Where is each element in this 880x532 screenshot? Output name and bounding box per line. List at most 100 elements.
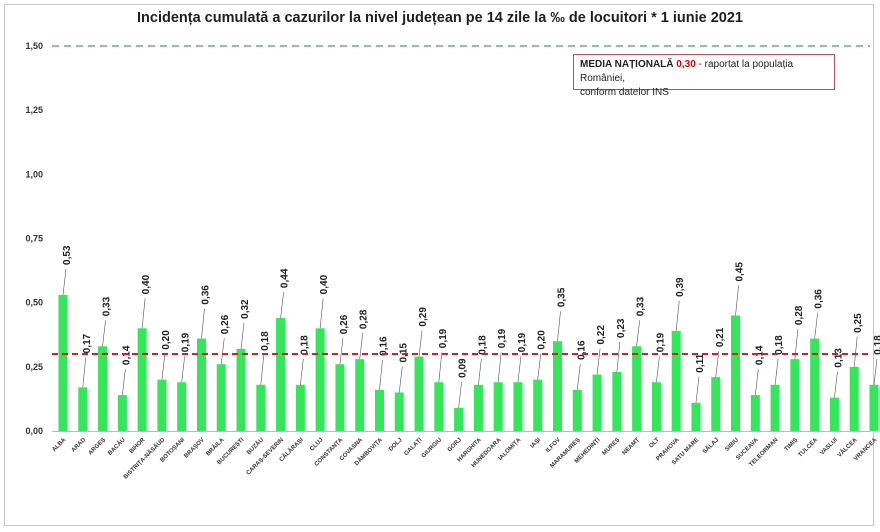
bar bbox=[315, 328, 325, 431]
data-label: 0,26 bbox=[220, 314, 231, 334]
data-label: 0,22 bbox=[596, 325, 607, 345]
data-label-leader bbox=[300, 358, 304, 385]
bar bbox=[117, 395, 127, 431]
data-label-leader bbox=[240, 322, 245, 349]
data-label-leader bbox=[102, 320, 106, 347]
data-label-leader bbox=[82, 357, 87, 388]
bar bbox=[414, 356, 424, 431]
y-tick-label: 0,00 bbox=[25, 426, 43, 436]
data-label-leader bbox=[596, 348, 601, 375]
data-label: 0,29 bbox=[418, 307, 429, 327]
data-label: 0,20 bbox=[537, 330, 548, 350]
data-label-leader bbox=[359, 333, 364, 360]
data-label-leader bbox=[418, 330, 423, 357]
chart-frame bbox=[4, 4, 874, 526]
data-label: 0,18 bbox=[260, 331, 271, 351]
bar bbox=[810, 338, 820, 431]
bar bbox=[196, 338, 206, 431]
data-label: 0,18 bbox=[774, 335, 785, 355]
bar bbox=[335, 364, 345, 431]
bar bbox=[473, 384, 483, 431]
category-label: SĂLAJ bbox=[701, 436, 720, 455]
bar bbox=[770, 384, 780, 431]
data-label: 0,35 bbox=[557, 287, 568, 307]
bar bbox=[177, 382, 187, 431]
data-label-leader bbox=[62, 268, 67, 296]
data-label-leader bbox=[201, 308, 205, 339]
bar bbox=[276, 318, 286, 431]
data-label-leader bbox=[379, 359, 383, 390]
data-label: 0,16 bbox=[576, 340, 587, 360]
bar bbox=[691, 402, 701, 431]
data-label-leader bbox=[497, 352, 502, 383]
bar bbox=[572, 389, 582, 431]
data-label-leader bbox=[438, 352, 443, 383]
data-label: 0,18 bbox=[299, 335, 310, 355]
category-label: GIURGIU bbox=[421, 437, 443, 459]
data-label: 0,53 bbox=[62, 245, 73, 265]
bar bbox=[58, 294, 68, 431]
data-label: 0,15 bbox=[398, 343, 409, 363]
category-label: ILFOV bbox=[545, 437, 562, 454]
national-average-line1: MEDIA NAȚIONALĂ 0,30 - raportat la popul… bbox=[580, 58, 828, 86]
data-label: 0,18 bbox=[477, 335, 488, 355]
national-average-text2: conform datelor INS bbox=[580, 87, 669, 98]
data-label: 0,14 bbox=[121, 345, 132, 365]
data-label: 0,45 bbox=[735, 262, 746, 282]
data-label: 0,09 bbox=[458, 358, 469, 378]
bar bbox=[256, 384, 266, 431]
category-label: DOLJ bbox=[388, 437, 404, 453]
data-label: 0,28 bbox=[359, 309, 370, 329]
bar bbox=[612, 371, 622, 431]
data-label-leader bbox=[398, 366, 403, 393]
category-label: GORJ bbox=[447, 437, 463, 453]
data-label-leader bbox=[755, 369, 759, 396]
y-tick-label: 0,25 bbox=[25, 362, 43, 372]
y-tick-label: 0,50 bbox=[25, 298, 43, 308]
data-label-leader bbox=[774, 358, 779, 385]
data-label-leader bbox=[181, 356, 185, 383]
bar bbox=[711, 377, 721, 431]
data-label-leader bbox=[656, 356, 660, 383]
data-label-leader bbox=[161, 353, 166, 380]
chart-title: Incidența cumulată a cazurilor la nivel … bbox=[137, 10, 743, 26]
data-label-leader bbox=[260, 354, 265, 385]
data-label-leader bbox=[814, 312, 818, 339]
bar bbox=[671, 330, 681, 431]
data-label: 0,28 bbox=[794, 305, 805, 325]
bar bbox=[98, 346, 108, 431]
bar bbox=[731, 315, 741, 431]
category-label: MUREȘ bbox=[602, 437, 622, 457]
data-label-leader bbox=[141, 298, 146, 329]
data-label-leader bbox=[616, 341, 621, 372]
data-label: 0,40 bbox=[319, 274, 330, 294]
data-label: 0,26 bbox=[339, 314, 350, 334]
data-label-leader bbox=[853, 336, 858, 367]
bar bbox=[849, 366, 859, 431]
category-label: CARAȘ-SEVERIN bbox=[246, 437, 285, 476]
data-label: 0,39 bbox=[675, 277, 686, 297]
category-label: BACĂU bbox=[106, 436, 126, 456]
data-label: 0,40 bbox=[141, 274, 152, 294]
data-label: 0,17 bbox=[82, 333, 93, 353]
data-label-leader bbox=[576, 363, 581, 390]
bar bbox=[137, 328, 147, 431]
bar bbox=[236, 348, 246, 431]
data-label: 0,16 bbox=[378, 336, 389, 356]
category-label: BRAȘOV bbox=[183, 437, 205, 459]
bar bbox=[829, 397, 839, 431]
national-average-value: 0,30 bbox=[676, 59, 696, 70]
data-label: 0,36 bbox=[200, 285, 211, 305]
data-label: 0,13 bbox=[833, 348, 844, 368]
category-label: NEAMȚ bbox=[622, 437, 642, 457]
data-label-leader bbox=[339, 338, 344, 365]
bar bbox=[533, 379, 543, 431]
national-average-box: MEDIA NAȚIONALĂ 0,30 - raportat la popul… bbox=[573, 54, 835, 98]
category-label: IAȘI bbox=[530, 437, 543, 450]
national-average-label: MEDIA NAȚIONALĂ bbox=[580, 59, 674, 70]
category-label: ARAD bbox=[71, 437, 88, 454]
data-label: 0,14 bbox=[754, 345, 765, 365]
category-label: OLT bbox=[648, 437, 661, 450]
data-label-leader bbox=[122, 369, 126, 396]
